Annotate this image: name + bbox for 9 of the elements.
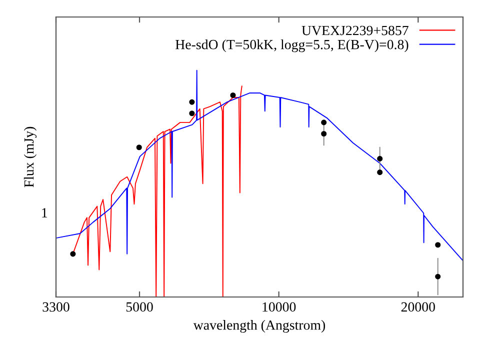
x-tick-label: 5000 xyxy=(126,302,153,312)
legend-label: UVEXJ2239+5857 xyxy=(302,26,408,36)
x-axis-title: wavelength (Angstrom) xyxy=(193,320,326,333)
x-tick-label: 20000 xyxy=(401,302,435,312)
y-axis-title: Flux (mJy) xyxy=(24,126,37,188)
legend-label: He-sdO (T=50kK, logg=5.5, E(B-V)=0.8) xyxy=(176,39,408,52)
x-tick-label: 3300 xyxy=(42,302,70,312)
text: 1 xyxy=(42,208,48,218)
x-tick-label: 10000 xyxy=(262,302,296,312)
